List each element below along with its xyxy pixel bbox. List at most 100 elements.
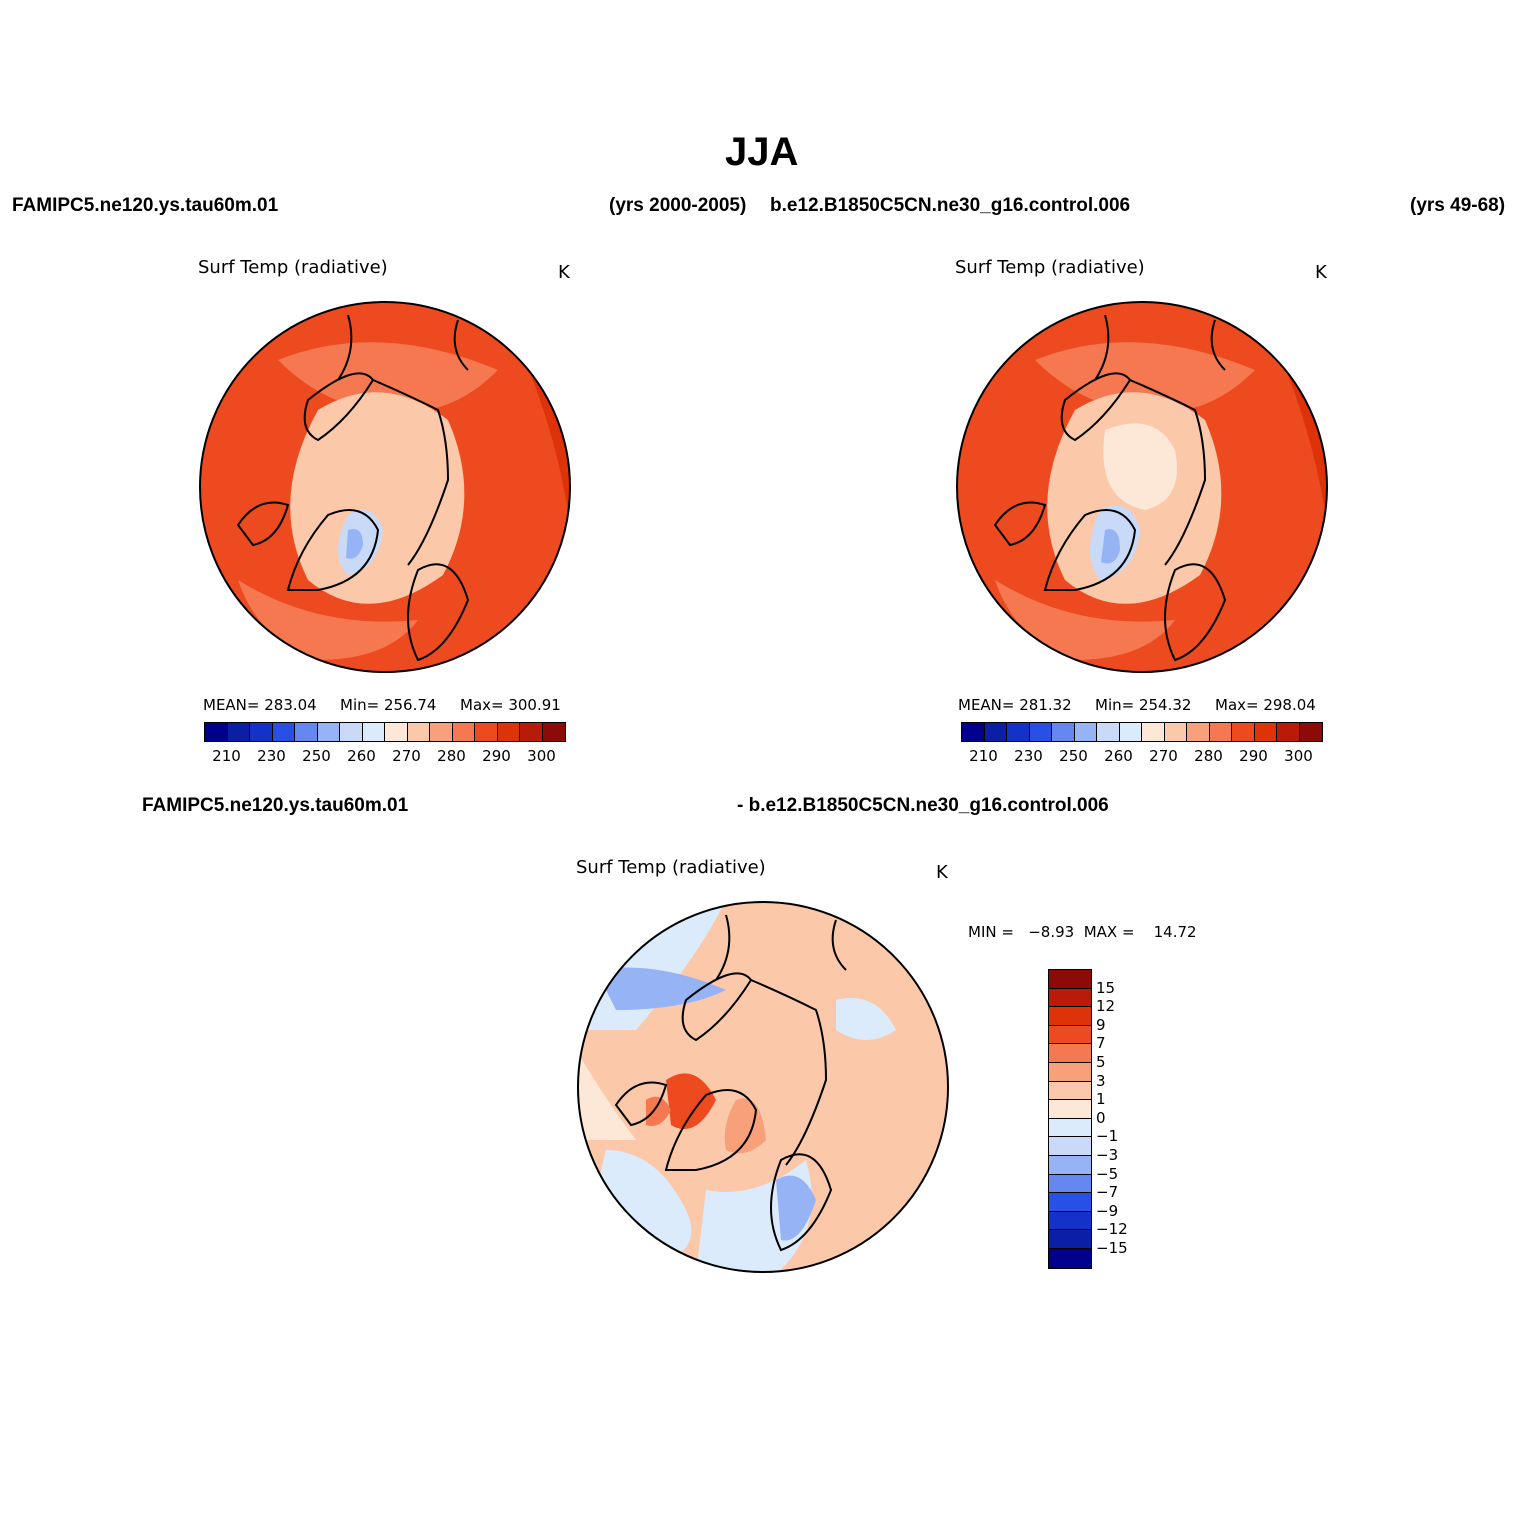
colorbar-box — [1187, 723, 1210, 741]
colorbar-box — [1049, 970, 1091, 989]
colorbar-box — [1119, 723, 1142, 741]
colorbar-tick-label: −9 — [1096, 1201, 1119, 1220]
colorbar-box — [1049, 1044, 1091, 1063]
colorbar-box — [1299, 723, 1322, 741]
colorbar-box — [1049, 1230, 1091, 1249]
colorbar-tick-label: 210 — [212, 747, 241, 765]
colorbar-tick-label: 210 — [969, 747, 998, 765]
colorbar-tick-label: 230 — [1014, 747, 1043, 765]
colorbar-box — [497, 723, 520, 741]
colorbar-tick-label: 300 — [527, 747, 556, 765]
colorbar-box — [295, 723, 318, 741]
colorbar-box — [1049, 1118, 1091, 1138]
colorbar-box — [430, 723, 453, 741]
panel1-max: Max= 300.91 — [460, 696, 561, 714]
colorbar-panel-3: 15 12 9 7 5 3 1 0 −1 −3 −5 −7 −9 −12 −15 — [1048, 969, 1128, 1269]
colorbar-tick-label: −5 — [1096, 1164, 1119, 1183]
case1-name: FAMIPC5.ne120.ys.tau60m.01 — [12, 195, 279, 216]
case1-years: (yrs 2000-2005) — [609, 195, 747, 216]
colorbar-tick-label: −12 — [1096, 1220, 1128, 1239]
colorbar-tick-label: 3 — [1096, 1071, 1106, 1090]
case2-name: b.e12.B1850C5CN.ne30_g16.control.006 — [770, 195, 1131, 216]
colorbar-box — [1049, 1174, 1091, 1194]
colorbar-box — [542, 723, 565, 741]
panel1-min: Min= 256.74 — [340, 696, 437, 714]
colorbar-tick-label: 230 — [257, 747, 286, 765]
colorbar-box — [227, 723, 250, 741]
diff-case2-name: - b.e12.B1850C5CN.ne30_g16.control.006 — [737, 795, 1109, 816]
colorbar-box — [1049, 1155, 1091, 1175]
colorbar-box — [250, 723, 273, 741]
colorbar-box — [1049, 1193, 1091, 1212]
colorbar-box — [1074, 723, 1097, 741]
panel2-max: Max= 298.04 — [1215, 696, 1316, 714]
colorbar-box — [272, 723, 295, 741]
map-panel-1 — [199, 301, 571, 673]
colorbar-box — [1052, 723, 1075, 741]
colorbar-tick-label: −1 — [1096, 1127, 1119, 1146]
colorbar-tick-label: 0 — [1096, 1108, 1106, 1127]
colorbar-tick-label: 9 — [1096, 1015, 1106, 1034]
colorbar-box — [452, 723, 475, 741]
panel1-units: K — [558, 262, 570, 283]
colorbar-box — [1049, 1100, 1091, 1119]
colorbar-box — [1049, 988, 1091, 1008]
colorbar-tick-label: 290 — [1239, 747, 1268, 765]
colorbar-tick-label: 270 — [1149, 747, 1178, 765]
colorbar-box — [1029, 723, 1052, 741]
colorbar-box — [1049, 1211, 1091, 1231]
colorbar-tick-label: −7 — [1096, 1183, 1119, 1202]
case2-years: (yrs 49-68) — [1410, 195, 1506, 216]
colorbar-box — [475, 723, 498, 741]
panel1-variable: Surf Temp (radiative) — [198, 257, 388, 278]
colorbar-tick-label: 5 — [1096, 1053, 1106, 1071]
colorbar-box — [1007, 723, 1030, 741]
colorbar-tick-label: 260 — [347, 747, 376, 765]
colorbar-tick-label: 280 — [437, 747, 466, 765]
colorbar-box — [205, 723, 228, 741]
diff-case1-name: FAMIPC5.ne120.ys.tau60m.01 — [142, 795, 409, 816]
colorbar-box — [984, 723, 1007, 741]
colorbar-tick-label: 12 — [1096, 997, 1116, 1016]
colorbar-box — [1049, 1062, 1091, 1082]
panel3-minmax: MIN = −8.93 MAX = 14.72 — [968, 923, 1197, 941]
panel3-variable: Surf Temp (radiative) — [576, 857, 766, 878]
panel1-mean: MEAN= 283.04 — [203, 696, 317, 714]
colorbar-tick-label: 260 — [1104, 747, 1133, 765]
panel2-min: Min= 254.32 — [1095, 696, 1192, 714]
colorbar-box — [1049, 1007, 1091, 1026]
colorbar-box — [1232, 723, 1255, 741]
panel2-mean: MEAN= 281.32 — [958, 696, 1072, 714]
colorbar-tick-label: 15 — [1096, 978, 1116, 997]
colorbar-tick-label: 270 — [392, 747, 421, 765]
colorbar-box — [1049, 1025, 1091, 1045]
panel2-variable: Surf Temp (radiative) — [955, 257, 1145, 278]
colorbar-box — [407, 723, 430, 741]
colorbar-box — [1142, 723, 1165, 741]
colorbar-box — [520, 723, 543, 741]
panel3-units: K — [936, 862, 948, 883]
colorbar-box — [1049, 1248, 1091, 1268]
colorbar-box — [1049, 1081, 1091, 1101]
colorbar-panel-2: 210 230 250 260 270 280 290 300 — [961, 722, 1323, 765]
colorbar-tick-label: 300 — [1284, 747, 1313, 765]
colorbar-tick-label: 250 — [1059, 747, 1088, 765]
page-title: JJA — [725, 130, 799, 174]
colorbar-tick-label: 7 — [1096, 1034, 1106, 1053]
colorbar-panel-1: 210 230 250 260 270 280 290 300 — [204, 722, 566, 765]
colorbar-box — [1254, 723, 1277, 741]
colorbar-tick-label: 1 — [1096, 1090, 1106, 1109]
colorbar-box — [1209, 723, 1232, 741]
colorbar-box — [362, 723, 385, 741]
colorbar-box — [962, 723, 985, 741]
colorbar-tick-label: −15 — [1096, 1239, 1128, 1257]
colorbar-box — [1164, 723, 1187, 741]
colorbar-tick-label: 250 — [302, 747, 331, 765]
colorbar-box — [385, 723, 408, 741]
colorbar-tick-label: −3 — [1096, 1146, 1119, 1164]
colorbar-box — [340, 723, 363, 741]
colorbar-tick-label: 290 — [482, 747, 511, 765]
map-panel-3 — [577, 901, 949, 1273]
colorbar-tick-label: 280 — [1194, 747, 1223, 765]
map-panel-2 — [956, 301, 1328, 673]
